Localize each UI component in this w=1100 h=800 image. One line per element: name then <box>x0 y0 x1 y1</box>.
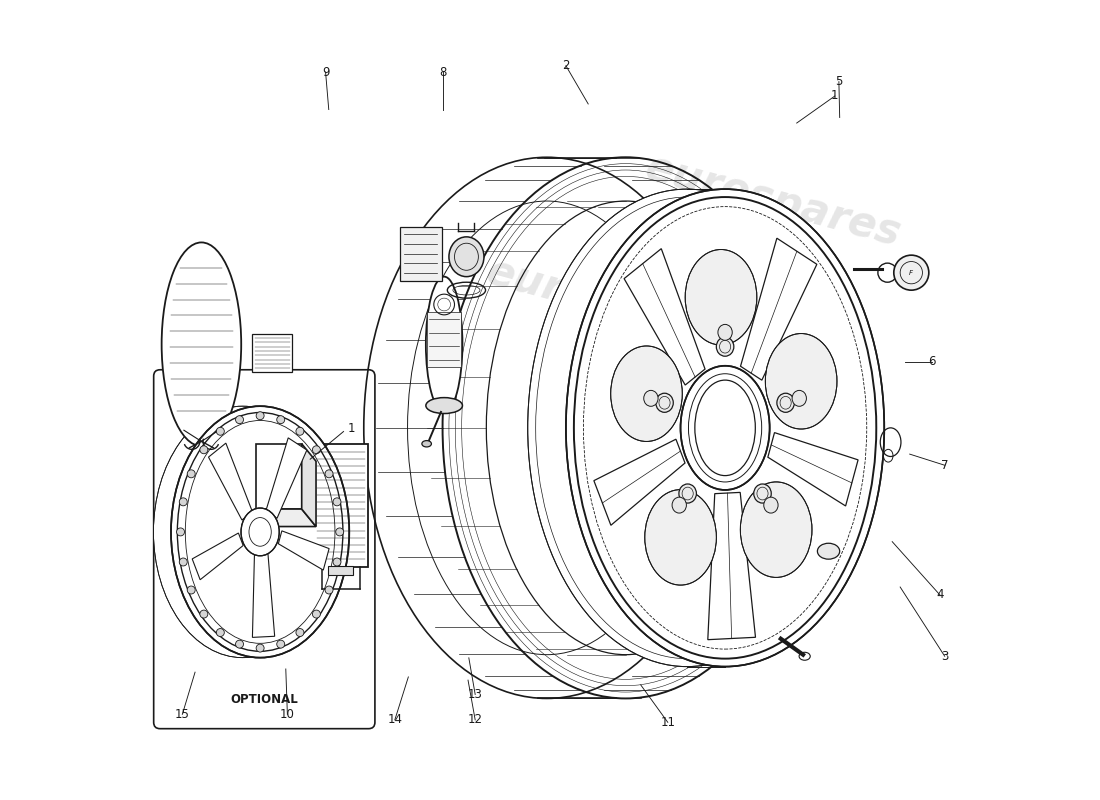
Polygon shape <box>594 439 685 526</box>
Text: 1: 1 <box>348 422 355 434</box>
Bar <box>428 313 461 366</box>
Text: 4: 4 <box>936 589 944 602</box>
Ellipse shape <box>217 629 224 637</box>
Ellipse shape <box>235 640 243 648</box>
Ellipse shape <box>312 610 320 618</box>
Ellipse shape <box>187 470 195 478</box>
Ellipse shape <box>894 255 928 290</box>
Polygon shape <box>768 433 858 506</box>
Ellipse shape <box>763 497 778 513</box>
Bar <box>252 334 293 372</box>
Ellipse shape <box>792 390 806 406</box>
Text: 7: 7 <box>940 458 948 472</box>
Ellipse shape <box>296 629 304 637</box>
Ellipse shape <box>644 390 658 406</box>
Ellipse shape <box>177 528 185 536</box>
Text: F: F <box>910 270 913 276</box>
Ellipse shape <box>679 484 696 503</box>
Ellipse shape <box>241 508 279 556</box>
Ellipse shape <box>326 586 333 594</box>
Text: 15: 15 <box>175 708 190 721</box>
Bar <box>314 444 367 567</box>
Ellipse shape <box>754 484 771 503</box>
Polygon shape <box>707 492 756 640</box>
Ellipse shape <box>645 490 716 585</box>
Text: 1: 1 <box>832 90 838 102</box>
Ellipse shape <box>777 394 794 412</box>
Ellipse shape <box>716 337 734 356</box>
Ellipse shape <box>179 558 187 566</box>
Ellipse shape <box>333 498 341 506</box>
Text: 8: 8 <box>440 66 447 78</box>
Ellipse shape <box>256 644 264 652</box>
Polygon shape <box>252 552 275 638</box>
Ellipse shape <box>656 394 673 412</box>
Text: 12: 12 <box>468 714 483 726</box>
Ellipse shape <box>685 250 757 345</box>
Text: 13: 13 <box>468 688 483 701</box>
Text: 10: 10 <box>279 708 295 721</box>
Polygon shape <box>255 509 316 526</box>
Ellipse shape <box>565 189 884 666</box>
Ellipse shape <box>672 497 686 513</box>
Bar <box>400 226 442 281</box>
Ellipse shape <box>422 441 431 447</box>
Polygon shape <box>209 443 252 520</box>
FancyBboxPatch shape <box>154 370 375 729</box>
Ellipse shape <box>296 427 304 435</box>
Text: 11: 11 <box>660 716 675 729</box>
Text: eurospares: eurospares <box>640 146 905 255</box>
Ellipse shape <box>333 558 341 566</box>
Ellipse shape <box>170 406 350 658</box>
Polygon shape <box>740 238 817 380</box>
Ellipse shape <box>817 543 839 559</box>
Ellipse shape <box>217 427 224 435</box>
Polygon shape <box>278 531 329 570</box>
Ellipse shape <box>187 586 195 594</box>
Ellipse shape <box>277 640 285 648</box>
Text: 9: 9 <box>322 66 329 78</box>
Ellipse shape <box>426 398 462 414</box>
Ellipse shape <box>610 346 682 442</box>
Ellipse shape <box>179 498 187 506</box>
Ellipse shape <box>718 324 733 340</box>
Ellipse shape <box>681 366 770 490</box>
Polygon shape <box>624 249 705 385</box>
Ellipse shape <box>277 416 285 424</box>
Ellipse shape <box>336 528 343 536</box>
Text: 2: 2 <box>562 59 570 72</box>
Text: 5: 5 <box>835 75 843 88</box>
Ellipse shape <box>162 242 241 446</box>
Polygon shape <box>192 533 243 580</box>
Ellipse shape <box>766 334 837 429</box>
Ellipse shape <box>200 610 208 618</box>
Ellipse shape <box>326 470 333 478</box>
Ellipse shape <box>235 416 243 424</box>
Polygon shape <box>301 444 316 526</box>
Ellipse shape <box>449 237 484 277</box>
Bar <box>255 444 301 509</box>
Ellipse shape <box>426 277 462 412</box>
Text: OPTIONAL: OPTIONAL <box>230 694 298 706</box>
Text: 6: 6 <box>928 355 936 368</box>
Ellipse shape <box>256 412 264 420</box>
Polygon shape <box>266 438 307 518</box>
Ellipse shape <box>154 406 332 658</box>
Text: eurospares: eurospares <box>481 250 746 359</box>
Bar <box>328 566 353 575</box>
Ellipse shape <box>740 482 812 578</box>
Ellipse shape <box>312 446 320 454</box>
Ellipse shape <box>200 446 208 454</box>
Text: 3: 3 <box>940 650 948 662</box>
Ellipse shape <box>528 189 846 666</box>
Text: 14: 14 <box>387 714 403 726</box>
